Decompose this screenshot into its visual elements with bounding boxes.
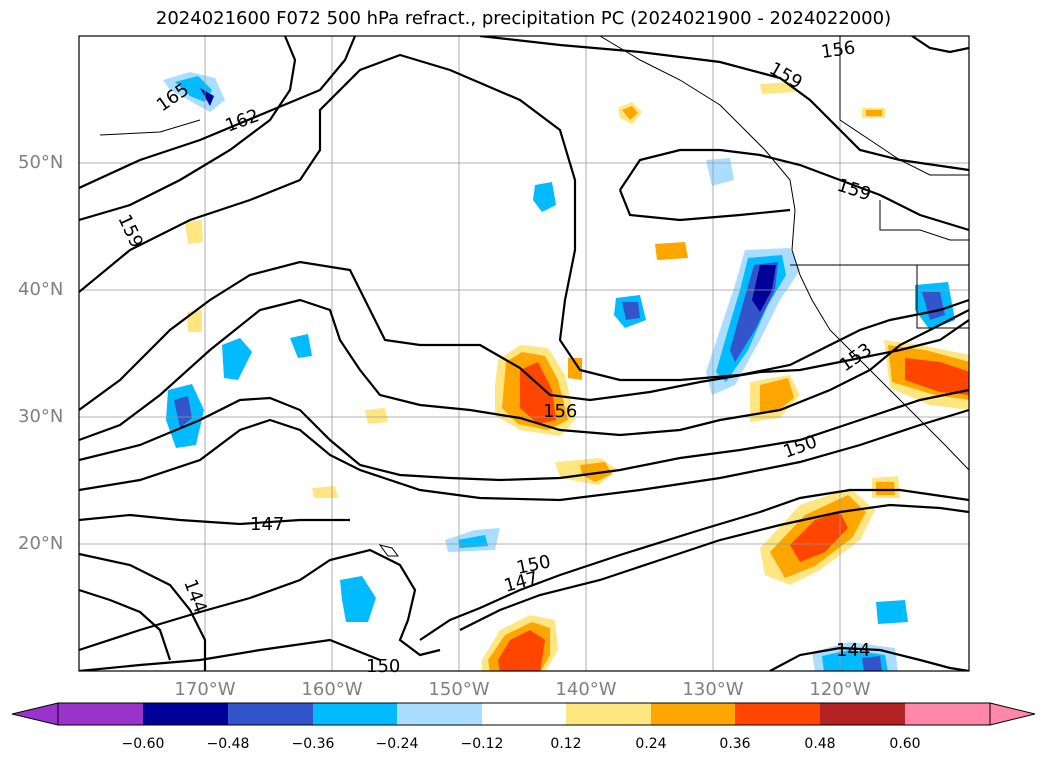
lat-label-50n: 50°N (18, 152, 64, 173)
lon-label-130w: 130°W (682, 679, 744, 700)
lon-label-140w: 140°W (555, 679, 617, 700)
colorbar (11, 702, 1036, 726)
lat-label-30n: 30°N (18, 406, 64, 427)
colorbar-tick: 0.12 (550, 736, 582, 752)
lat-label-20n: 20°N (18, 533, 64, 554)
colorbar-tick: −0.60 (121, 736, 165, 752)
lon-label-120w: 120°W (809, 679, 871, 700)
contour-label: 144 (836, 640, 870, 661)
lon-label-170w: 170°W (174, 679, 236, 700)
colorbar-tick: 0.36 (719, 736, 751, 752)
colorbar-tick: 0.48 (804, 736, 836, 752)
colorbar-tick: −0.24 (375, 736, 419, 752)
map-border (78, 35, 970, 672)
contour-label: 150 (366, 656, 400, 677)
contour-label: 156 (543, 401, 577, 422)
map-title: 2024021600 F072 500 hPa refract., precip… (155, 8, 892, 29)
contour-label: 147 (250, 514, 284, 535)
lon-label-160w: 160°W (301, 679, 363, 700)
colorbar-tick: 0.60 (889, 736, 921, 752)
colorbar-tick: −0.36 (291, 736, 335, 752)
lon-label-150w: 150°W (428, 679, 490, 700)
lat-label-40n: 40°N (18, 279, 64, 300)
coastlines (99, 36, 969, 557)
colorbar-tick: −0.12 (460, 736, 504, 752)
colorbar-extend-max (989, 702, 1036, 726)
colorbar-tick: 0.24 (635, 736, 667, 752)
colorbar-tick: −0.48 (206, 736, 250, 752)
colorbar-extend-min (11, 702, 59, 726)
contour-label: 156 (820, 37, 857, 63)
contours (79, 36, 969, 671)
